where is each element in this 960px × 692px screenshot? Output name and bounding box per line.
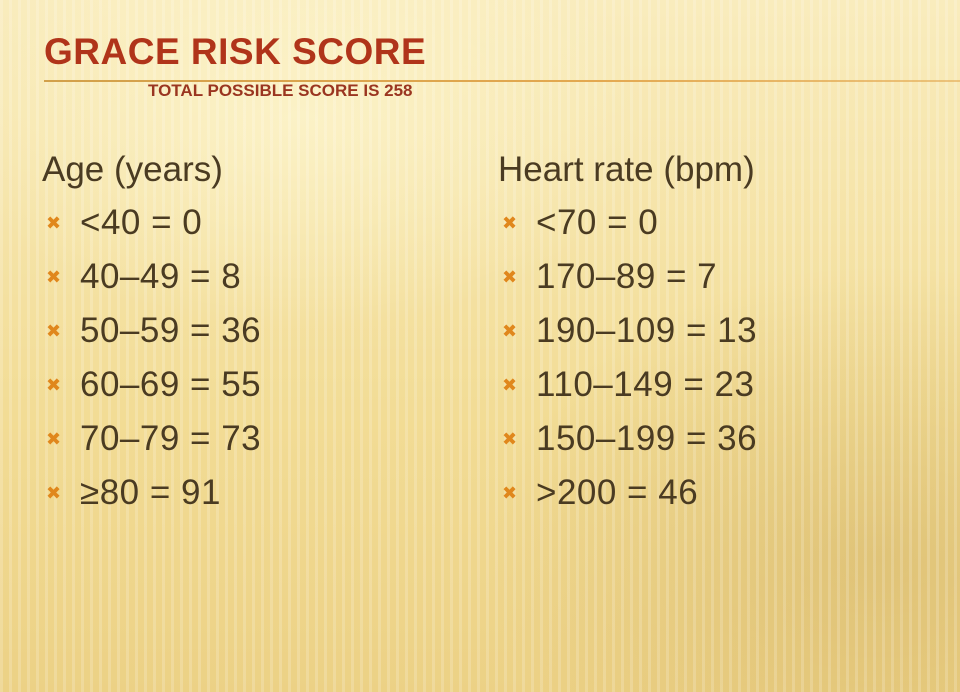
list-item-text: 60–69 = 55 xyxy=(80,365,262,404)
list-item-text: ≥80 = 91 xyxy=(80,473,221,512)
list-item-text: <70 = 0 xyxy=(536,203,659,242)
x-bullet-icon: ✖ xyxy=(46,428,62,450)
list-item-text: 40–49 = 8 xyxy=(80,257,242,296)
heart-rate-heading: Heart rate (bpm) xyxy=(498,150,755,189)
x-bullet-icon: ✖ xyxy=(46,320,62,342)
x-bullet-icon: ✖ xyxy=(502,320,518,342)
slide-subtitle: TOTAL POSSIBLE SCORE IS 258 xyxy=(148,81,413,100)
list-item: ✖ 50–59 = 36 xyxy=(42,304,261,358)
list-item-text: 70–79 = 73 xyxy=(80,419,262,458)
list-item: ✖ 40–49 = 8 xyxy=(42,250,261,304)
list-item: ✖ 70–79 = 73 xyxy=(42,412,261,466)
x-bullet-icon: ✖ xyxy=(502,266,518,288)
list-item-text: <40 = 0 xyxy=(80,203,203,242)
age-list: ✖ <40 = 0 ✖ 40–49 = 8 ✖ 50–59 = 36 ✖ 60–… xyxy=(42,196,261,520)
heart-rate-list: ✖ <70 = 0 ✖ 170–89 = 7 ✖ 190–109 = 13 ✖ … xyxy=(498,196,757,520)
title-divider xyxy=(44,80,960,82)
list-item: ✖ >200 = 46 xyxy=(498,466,757,520)
x-bullet-icon: ✖ xyxy=(46,266,62,288)
list-item: ✖ 110–149 = 23 xyxy=(498,358,757,412)
age-heading: Age (years) xyxy=(42,150,223,189)
x-bullet-icon: ✖ xyxy=(46,374,62,396)
list-item: ✖ 150–199 = 36 xyxy=(498,412,757,466)
list-item: ✖ 60–69 = 55 xyxy=(42,358,261,412)
x-bullet-icon: ✖ xyxy=(502,482,518,504)
x-bullet-icon: ✖ xyxy=(502,374,518,396)
list-item: ✖ 190–109 = 13 xyxy=(498,304,757,358)
x-bullet-icon: ✖ xyxy=(502,212,518,234)
slide-title: GRACE RISK SCORE xyxy=(44,31,427,72)
list-item-text: 110–149 = 23 xyxy=(536,365,755,404)
list-item: ✖ ≥80 = 91 xyxy=(42,466,261,520)
list-item: ✖ <40 = 0 xyxy=(42,196,261,250)
list-item-text: 50–59 = 36 xyxy=(80,311,262,350)
list-item-text: 150–199 = 36 xyxy=(536,419,758,458)
list-item: ✖ 170–89 = 7 xyxy=(498,250,757,304)
list-item-text: 190–109 = 13 xyxy=(536,311,758,350)
x-bullet-icon: ✖ xyxy=(502,428,518,450)
x-bullet-icon: ✖ xyxy=(46,482,62,504)
list-item: ✖ <70 = 0 xyxy=(498,196,757,250)
heart-rate-column: Heart rate (bpm) ✖ <70 = 0 ✖ 170–89 = 7 … xyxy=(498,148,757,520)
list-item-text: 170–89 = 7 xyxy=(536,257,718,296)
list-item-text: >200 = 46 xyxy=(536,473,699,512)
x-bullet-icon: ✖ xyxy=(46,212,62,234)
age-column: Age (years) ✖ <40 = 0 ✖ 40–49 = 8 ✖ 50–5… xyxy=(42,148,261,520)
